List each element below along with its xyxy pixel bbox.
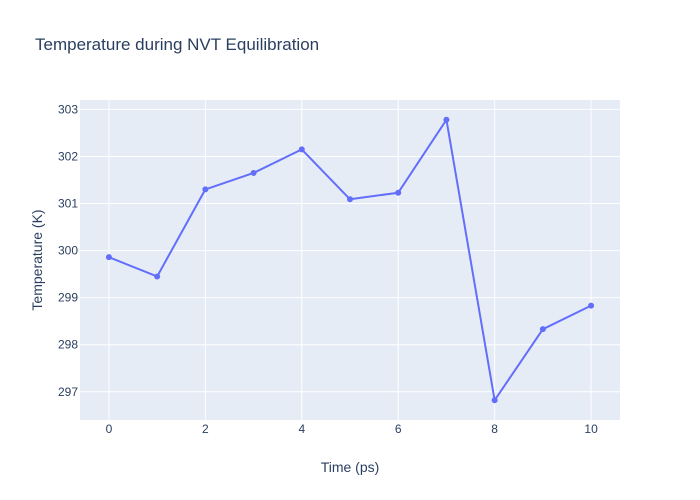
data-point	[250, 169, 257, 176]
y-axis-label: Temperature (K)	[29, 209, 45, 310]
data-point	[588, 302, 595, 309]
data-point	[491, 397, 498, 404]
data-point	[347, 196, 353, 203]
data-point	[298, 146, 305, 153]
x-tick-label: 2	[202, 422, 209, 436]
data-point	[395, 189, 402, 196]
data-point	[539, 326, 546, 333]
x-tick-label: 10	[584, 422, 598, 436]
data-point	[154, 273, 161, 280]
x-tick-label: 8	[491, 422, 498, 436]
x-axis-ticks: 0 2 4 6 8 10	[106, 422, 598, 436]
x-axis-label: Time (ps)	[321, 459, 380, 475]
y-tick-label: 302	[58, 149, 78, 163]
data-point	[443, 116, 450, 123]
y-axis-ticks: 297 298 299 300 301 302 303	[58, 102, 78, 398]
y-tick-label: 301	[58, 197, 78, 211]
data-point	[202, 186, 209, 193]
grid-lines	[80, 100, 620, 420]
y-tick-label: 303	[58, 102, 78, 116]
data-point	[105, 254, 112, 261]
x-tick-label: 6	[395, 422, 402, 436]
y-tick-label: 299	[58, 291, 78, 305]
x-tick-label: 0	[106, 422, 113, 436]
chart-title: Temperature during NVT Equilibration	[35, 35, 319, 54]
plot-area	[80, 100, 620, 420]
x-tick-label: 4	[298, 422, 305, 436]
y-tick-label: 297	[58, 385, 78, 399]
y-tick-label: 298	[58, 338, 78, 352]
series-group	[105, 116, 595, 404]
y-tick-label: 300	[58, 244, 78, 258]
